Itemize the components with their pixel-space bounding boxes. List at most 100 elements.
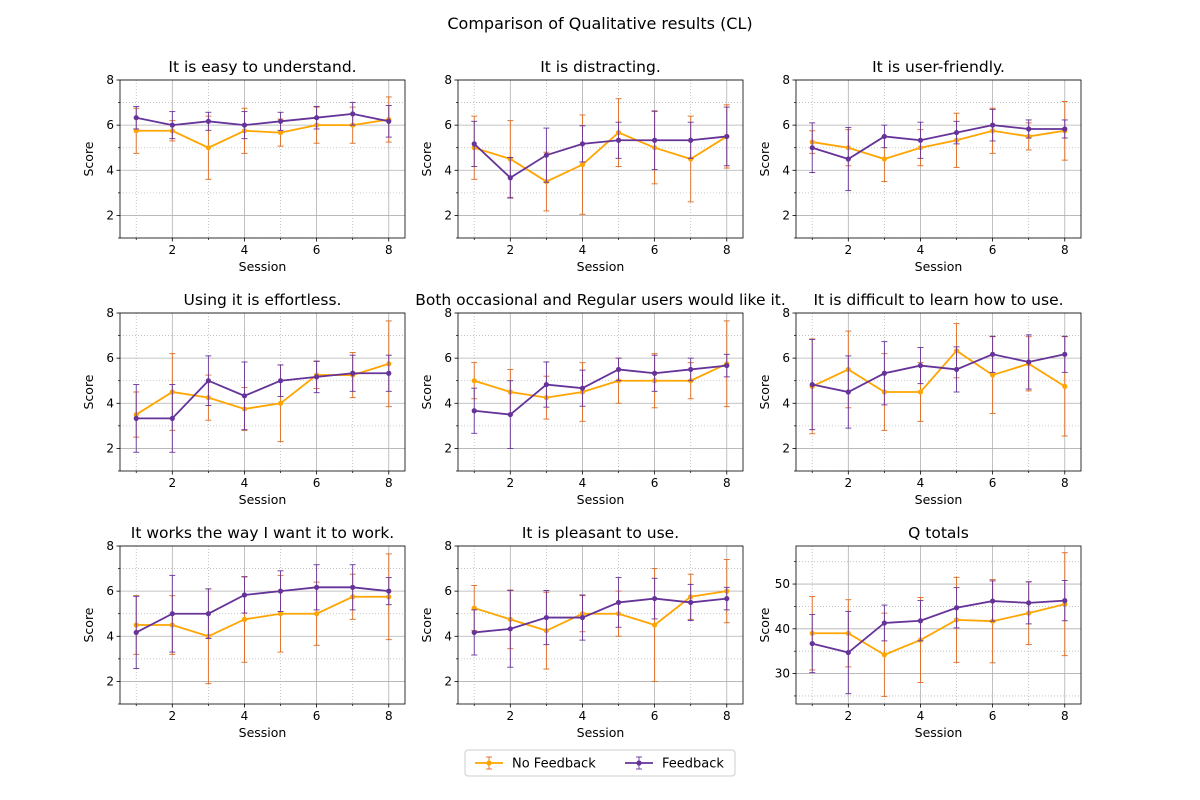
data-point — [314, 584, 320, 590]
data-point — [917, 137, 924, 143]
y-axis-label: Score — [419, 607, 434, 642]
data-point — [507, 175, 513, 181]
data-point — [953, 129, 960, 136]
y-tick-label: 6 — [444, 584, 452, 598]
legend-label: No Feedback — [512, 757, 596, 772]
y-tick-label: 8 — [106, 306, 114, 320]
axes-frame — [119, 312, 406, 472]
data-point — [652, 622, 658, 628]
y-axis-label: Score — [419, 374, 434, 409]
subplot-title: It works the way I want it to work. — [131, 524, 394, 542]
data-point — [579, 385, 586, 391]
series-line — [473, 135, 727, 179]
x-tick-label: 2 — [844, 476, 852, 490]
subplot-title: It is easy to understand. — [168, 58, 356, 76]
x-tick-label: 2 — [506, 476, 514, 490]
data-point — [133, 629, 139, 636]
axes-frame — [457, 312, 744, 472]
x-tick-label: 4 — [241, 709, 249, 723]
data-point — [241, 592, 248, 598]
subplot-title: It is difficult to learn how to use. — [813, 291, 1063, 309]
data-point — [845, 389, 851, 395]
series-line — [136, 595, 389, 638]
data-point — [314, 374, 320, 380]
y-tick-label: 2 — [444, 674, 452, 688]
x-tick-label: 8 — [1061, 243, 1069, 257]
y-tick-label: 2 — [782, 208, 790, 222]
data-point — [314, 611, 320, 617]
data-point — [579, 614, 586, 621]
data-point — [1062, 351, 1068, 357]
data-point — [881, 370, 887, 376]
series-line — [473, 362, 728, 399]
x-tick-label: 2 — [168, 243, 176, 257]
data-point — [277, 129, 284, 136]
figure-title: Comparison of Qualitative results (CL) — [447, 14, 752, 33]
data-point — [1062, 383, 1068, 389]
axes-frame — [795, 545, 1082, 705]
data-point — [881, 620, 887, 626]
y-tick-label: 8 — [106, 73, 114, 87]
series-feedback — [133, 354, 392, 453]
data-point — [688, 599, 694, 606]
x-tick-label: 8 — [385, 476, 393, 490]
data-point — [277, 118, 284, 124]
series-line — [473, 131, 728, 183]
subplot-3: 2 4 6 8 2 4 6 8 It is user-friendly. Session Score — [757, 58, 1082, 274]
data-point — [277, 611, 284, 617]
x-axis-label: Session — [915, 259, 963, 274]
data-point — [543, 381, 549, 388]
data-point — [277, 378, 284, 384]
x-tick-label: 8 — [385, 709, 393, 723]
data-point — [543, 152, 549, 158]
x-tick-label: 4 — [579, 476, 587, 490]
x-tick-label: 4 — [917, 243, 925, 257]
data-point — [1026, 600, 1032, 606]
subplot-2: 2 4 6 8 2 4 6 8 It is distracting. Session Score — [419, 58, 744, 274]
subplot-title: It is pleasant to use. — [522, 524, 679, 542]
data-point — [881, 133, 887, 140]
data-point — [386, 588, 392, 594]
subplot-title: It is user-friendly. — [872, 58, 1005, 76]
series-line — [812, 599, 1065, 654]
data-point — [615, 366, 622, 373]
data-point — [543, 614, 549, 621]
x-tick-label: 8 — [723, 243, 731, 257]
series-line — [136, 112, 389, 127]
y-tick-label: 30 — [775, 667, 790, 681]
subplot-6: 2 4 6 8 2 4 6 8 It is difficult to learn how to … — [757, 291, 1082, 507]
y-tick-label: 4 — [782, 163, 790, 177]
axes-frame — [119, 79, 406, 239]
y-tick-label: 4 — [782, 396, 790, 410]
data-point — [277, 400, 284, 406]
x-tick-label: 6 — [313, 243, 321, 257]
y-tick-label: 6 — [444, 118, 452, 132]
x-tick-label: 4 — [917, 476, 925, 490]
legend: No Feedback Feedback — [464, 749, 736, 777]
x-tick-label: 6 — [989, 709, 997, 723]
y-axis-label: Score — [757, 607, 772, 642]
data-point — [1026, 126, 1032, 132]
y-axis-label: Score — [757, 374, 772, 409]
data-point — [350, 370, 356, 376]
x-axis-label: Session — [239, 492, 287, 507]
series-feedback — [471, 106, 730, 199]
data-point — [845, 156, 851, 162]
x-tick-label: 4 — [917, 709, 925, 723]
series-feedback — [809, 108, 1068, 192]
y-tick-label: 4 — [444, 163, 452, 177]
x-tick-label: 4 — [241, 476, 249, 490]
y-tick-label: 8 — [782, 306, 790, 320]
y-tick-label: 2 — [444, 441, 452, 455]
data-point — [688, 156, 694, 162]
y-tick-label: 2 — [444, 208, 452, 222]
x-tick-label: 2 — [844, 709, 852, 723]
x-tick-label: 2 — [844, 243, 852, 257]
x-tick-label: 6 — [989, 476, 997, 490]
data-point — [350, 584, 356, 590]
data-point — [917, 362, 924, 369]
data-point — [990, 122, 996, 128]
data-point — [386, 118, 392, 124]
legend-entry-feedback: Feedback — [625, 757, 724, 772]
